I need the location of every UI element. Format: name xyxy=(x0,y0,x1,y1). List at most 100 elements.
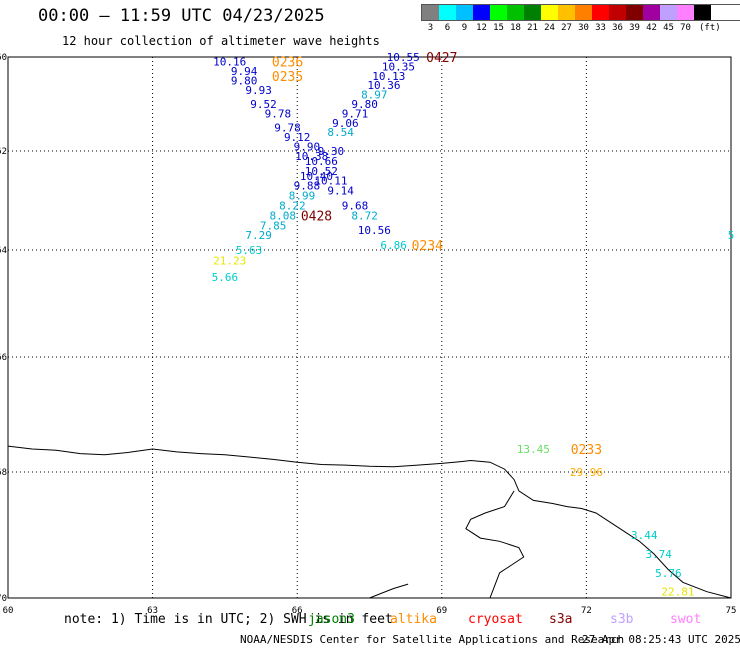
legend-swatch xyxy=(660,5,677,20)
wave-height-label: 10.52 xyxy=(305,165,338,178)
legend-swatch xyxy=(609,5,626,20)
legend-swatch xyxy=(558,5,575,20)
lat-tick-label: -66 xyxy=(0,353,7,363)
wave-height-label: 10.11 xyxy=(314,175,347,188)
legend-label: 27 xyxy=(561,23,572,33)
wave-height-label: 10.13 xyxy=(372,70,405,83)
wave-height-label: 9.88 xyxy=(294,180,321,193)
legend-swatch xyxy=(677,5,694,20)
wave-height-label: 9.90 xyxy=(294,140,321,153)
wave-height-label: 9.71 xyxy=(342,107,369,120)
legend-label: 15 xyxy=(493,23,504,33)
legend-swatch xyxy=(541,5,558,20)
generated-timestamp: 27 Apr 08:25:43 UTC 2025 xyxy=(582,633,740,646)
legend-swatch xyxy=(643,5,660,20)
map-frame xyxy=(7,56,732,599)
satellite-name: jason3 xyxy=(308,612,355,627)
legend-label: 21 xyxy=(527,23,538,33)
lon-tick-label: 66 xyxy=(292,606,303,616)
satellite-name: cryosat xyxy=(468,612,523,627)
wave-height-label: 7.29 xyxy=(245,229,272,242)
pass-time-label: 0427 xyxy=(426,51,457,66)
pass-time-label: 0234 xyxy=(412,239,443,254)
wave-height-label: 9.14 xyxy=(327,185,354,198)
legend-swatch xyxy=(473,5,490,20)
wave-height-label: 5.63 xyxy=(236,244,263,257)
legend-label: 3 xyxy=(427,23,434,33)
wave-height-label: 10.55 xyxy=(387,51,420,64)
legend-swatch xyxy=(575,5,592,20)
wave-height-label: 10.36 xyxy=(367,79,400,92)
legend-label: 24 xyxy=(544,23,555,33)
satellite-name: swot xyxy=(670,612,702,627)
coastline xyxy=(369,583,409,599)
wave-height-label: 9.94 xyxy=(231,65,258,78)
wave-height-label: 5.66 xyxy=(212,271,239,284)
legend-label: 70 xyxy=(680,23,691,33)
wave-height-label: 5 xyxy=(728,229,735,242)
legend-unit: (ft) xyxy=(699,23,721,33)
wave-height-label: 21.23 xyxy=(213,255,246,268)
wave-height-label: 8.54 xyxy=(327,126,354,139)
lat-tick-label: -68 xyxy=(0,468,7,478)
color-legend: 3 6 9 12 15 18 21 24 27 30 33 36 39 42 45 70 (ft) xyxy=(421,4,740,33)
satellite-name: altika xyxy=(390,612,437,627)
lat-tick-label: -62 xyxy=(0,147,7,157)
legend-label: 33 xyxy=(595,23,606,33)
coastline xyxy=(465,490,525,599)
wave-height-label: 10.35 xyxy=(382,60,415,73)
wave-height-label: 3.44 xyxy=(631,529,658,542)
wave-height-label: 9.80 xyxy=(231,75,258,88)
pass-time-label: 0236 xyxy=(272,56,303,71)
wave-height-label: 10.66 xyxy=(305,155,338,168)
wave-height-label: 3.74 xyxy=(645,548,672,561)
lon-tick-label: 60 xyxy=(3,606,14,616)
wave-height-label: 8.22 xyxy=(279,199,306,212)
legend-swatch xyxy=(422,5,439,20)
wave-height-label: 9.68 xyxy=(342,199,369,212)
lon-tick-label: 63 xyxy=(147,606,158,616)
legend-label: 12 xyxy=(476,23,487,33)
legend-label: 18 xyxy=(510,23,521,33)
legend-label: 30 xyxy=(578,23,589,33)
map-subtitle: 12 hour collection of altimeter wave hei… xyxy=(62,34,380,48)
legend-swatch xyxy=(524,5,541,20)
wave-height-label: 5.76 xyxy=(655,567,682,580)
legend-label: 45 xyxy=(663,23,674,33)
pass-time-label: 0235 xyxy=(272,70,303,85)
wave-height-label: 9.06 xyxy=(332,117,359,130)
legend-labels: 3 6 9 12 15 18 21 24 27 30 33 36 39 42 45 70 (ft) xyxy=(421,21,740,33)
wave-height-label: 6.86 xyxy=(380,239,407,252)
lon-tick-label: 69 xyxy=(436,606,447,616)
credit-line: NOAA/NESDIS Center for Satellite Applica… xyxy=(240,633,625,646)
wave-height-label: 8.99 xyxy=(289,190,316,203)
wave-height-label: 7.85 xyxy=(260,219,287,232)
legend-swatch xyxy=(456,5,473,20)
wave-height-label: 8.97 xyxy=(361,89,388,102)
map-title: 00:00 – 11:59 UTC 04/23/2025 xyxy=(38,6,325,26)
wave-height-label: 9.30 xyxy=(318,145,345,158)
wave-height-label: 9.78 xyxy=(274,122,301,135)
lat-tick-label: -70 xyxy=(0,594,7,604)
legend-label: 36 xyxy=(612,23,623,33)
wave-height-label: 10.16 xyxy=(213,56,246,69)
legend-swatch xyxy=(592,5,609,20)
coastline xyxy=(7,445,732,599)
lat-tick-label: -64 xyxy=(0,246,7,256)
wave-height-label: 8.08 xyxy=(269,209,296,222)
lon-tick-label: 75 xyxy=(726,606,737,616)
wave-height-label: 9.12 xyxy=(284,131,311,144)
footnote: note: 1) Time is in UTC; 2) SWH is in fe… xyxy=(64,612,393,627)
legend-swatch xyxy=(490,5,507,20)
legend-label: 39 xyxy=(629,23,640,33)
legend-swatch xyxy=(694,5,711,20)
wave-height-label: 29.96 xyxy=(570,466,603,479)
legend-label: 6 xyxy=(444,23,451,33)
wave-height-label: 13.45 xyxy=(517,443,550,456)
wave-height-label: 10.40 xyxy=(300,170,333,183)
lon-tick-label: 72 xyxy=(581,606,592,616)
wave-height-label: 9.78 xyxy=(265,107,292,120)
lat-tick-label: -60 xyxy=(0,53,7,63)
wave-height-label: 22.81 xyxy=(661,586,694,599)
